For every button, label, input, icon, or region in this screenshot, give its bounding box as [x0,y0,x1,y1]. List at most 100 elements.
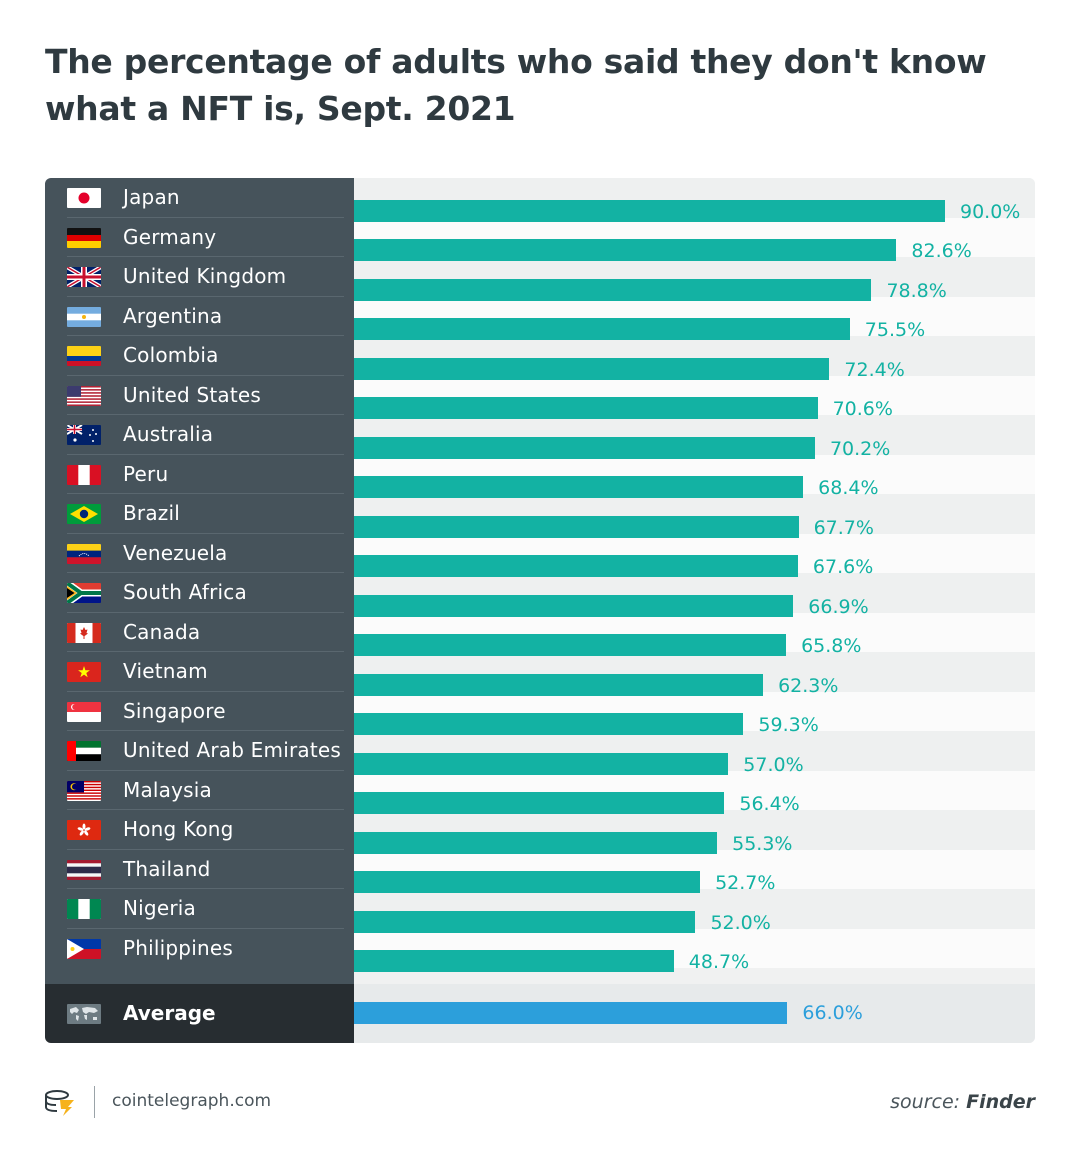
brazil-flag-icon [67,504,101,524]
peru-flag-icon [67,464,101,485]
value-label: 70.2% [829,437,891,460]
row-separator [67,216,344,218]
malaysia-flag-icon [67,780,101,801]
category-label: Germany [123,224,217,249]
row-separator [67,532,344,534]
germany-flag-icon [67,227,101,248]
world-map-icon [67,1004,101,1024]
footer-divider [94,1086,95,1118]
category-label: Vietnam [123,659,208,683]
average-row: Average [45,984,354,1043]
bar [354,357,830,380]
value-label: 75.5% [864,319,926,341]
country-row: Hong Kong [45,810,354,850]
row-separator [67,335,344,336]
category-label: Peru [123,461,169,486]
category-label: Hong Kong [123,817,234,841]
category-label: Malaysia [123,777,212,802]
venezuela-flag-icon [67,543,101,564]
row-separator [67,769,344,771]
bar [354,910,696,933]
value-label: 48.7% [688,951,750,973]
bar [354,634,787,656]
row-separator [67,611,344,613]
row-separator [67,493,344,494]
category-label: United States [123,382,262,407]
united-kingdom-flag-icon [67,267,101,287]
value-label: 56.4% [739,793,800,815]
uae-flag-icon [67,741,101,761]
average-value-label: 66.0% [802,1002,863,1024]
bar [354,515,799,538]
category-label: Canada [123,619,201,644]
row-separator [67,809,344,810]
value-label: 82.6% [911,240,972,262]
value-label: 52.0% [710,911,771,934]
bar [354,950,674,972]
bar [354,594,794,617]
vietnam-flag-icon [67,662,101,682]
category-label: Argentina [123,303,223,328]
bar [354,831,718,854]
category-label: United Arab Emirates [123,738,342,762]
bar [354,278,872,301]
country-row: Vietnam [45,652,354,692]
category-label: Colombia [123,343,219,367]
country-row: United Arab Emirates [45,731,354,771]
bar [354,476,804,498]
value-label: 72.4% [844,358,905,381]
value-label: 65.8% [801,635,862,657]
bar [354,318,850,340]
bar [354,397,818,419]
value-label: 55.3% [732,832,793,855]
country-row: United Kingdom [45,257,354,297]
country-row: Australia [45,415,354,455]
country-row: Argentina [45,297,354,336]
country-row: Venezuela [45,534,354,573]
category-label: Australia [123,422,214,446]
category-label: Brazil [123,501,181,525]
row-separator [67,927,344,929]
value-label: 66.9% [808,595,869,618]
footer-source: source: Finder [890,1091,1035,1113]
row-separator [67,256,344,257]
category-label: Philippines [123,935,233,960]
value-label: 68.4% [818,477,879,499]
country-row: Philippines [45,929,354,969]
united-states-flag-icon [67,385,101,406]
average-label: Average [123,1001,216,1025]
value-label: 57.0% [743,753,804,776]
bar [354,752,729,775]
category-label: United Kingdom [123,264,287,288]
bar [354,199,945,222]
average-bar [354,1002,788,1024]
country-row: Brazil [45,494,354,534]
thailand-flag-icon [67,859,101,880]
japan-flag-icon [67,188,101,208]
country-row: Nigeria [45,889,354,929]
country-row: Singapore [45,692,354,731]
argentina-flag-icon [67,306,101,327]
south-africa-flag-icon [67,583,101,603]
australia-flag-icon [67,425,101,445]
country-row: Malaysia [45,771,354,810]
row-separator [67,374,344,376]
colombia-flag-icon [67,346,101,366]
value-label: 59.3% [758,714,819,736]
bar [354,673,764,696]
row-separator [67,888,344,889]
category-label: Thailand [123,856,211,881]
row-separator [67,414,344,415]
bar [354,792,725,814]
footer-site-link[interactable]: cointelegraph.com [112,1091,272,1111]
category-label: Singapore [123,698,226,723]
category-label: Venezuela [123,540,228,565]
source-name: Finder [966,1091,1035,1113]
country-row: Colombia [45,336,354,376]
value-label: 52.7% [715,872,776,894]
bar [354,871,701,893]
country-row: Peru [45,455,354,494]
row-separator [67,848,344,850]
row-separator [67,730,344,731]
category-label: South Africa [123,580,247,604]
